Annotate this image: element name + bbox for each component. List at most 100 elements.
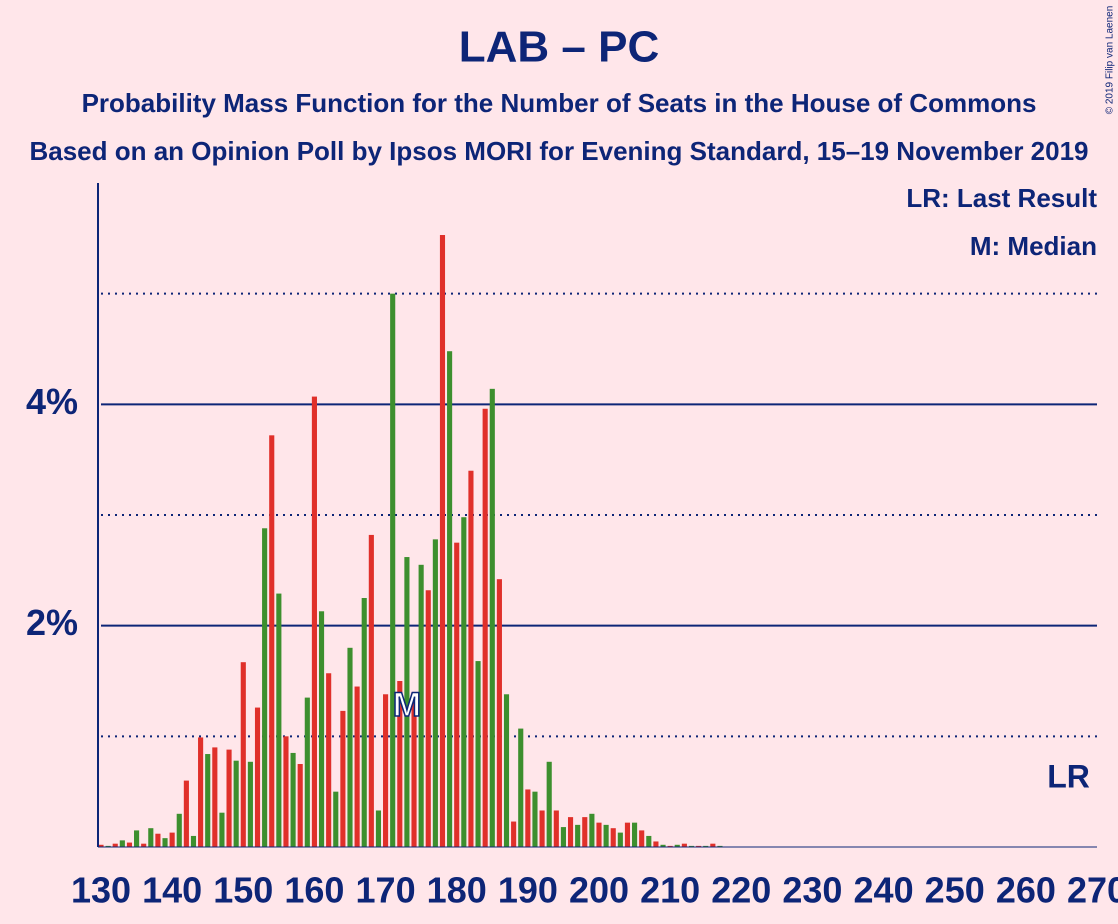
- bar: [688, 845, 695, 847]
- bar: [112, 843, 118, 847]
- copyright: © 2019 Filip van Laenen: [1105, 6, 1116, 115]
- bar: [290, 752, 296, 847]
- chart-title: LAB – PC: [459, 23, 659, 72]
- bar: [660, 844, 666, 847]
- bar: [503, 694, 510, 847]
- bar: [226, 749, 232, 847]
- bar: [589, 813, 595, 847]
- bar: [489, 388, 495, 847]
- last-result-marker: LR: [1047, 758, 1090, 794]
- bar: [447, 351, 453, 847]
- median-marker: M: [393, 686, 421, 724]
- bar: [318, 611, 325, 847]
- bar: [461, 517, 467, 847]
- bar: [639, 830, 645, 847]
- bar: [397, 681, 403, 847]
- y-tick-label: 4%: [26, 381, 78, 422]
- bar: [212, 747, 218, 847]
- bar: [119, 840, 125, 847]
- x-tick-label: 270: [1067, 870, 1118, 911]
- bar: [126, 842, 133, 847]
- x-tick-label: 200: [569, 870, 629, 911]
- bar: [582, 817, 588, 847]
- bar: [439, 235, 446, 848]
- x-tick-label: 140: [142, 870, 202, 911]
- bar: [148, 828, 154, 847]
- bar: [553, 810, 559, 847]
- x-tick-label: 160: [284, 870, 344, 911]
- y-tick-label: 2%: [26, 602, 78, 643]
- bar: [610, 828, 616, 847]
- bar: [596, 822, 602, 847]
- bar: [354, 686, 360, 847]
- bar: [603, 824, 609, 847]
- bar: [269, 435, 275, 847]
- bar: [532, 791, 538, 847]
- bar: [667, 845, 673, 847]
- bar: [326, 673, 332, 847]
- bar: [681, 843, 687, 847]
- bar: [247, 761, 253, 847]
- bar: [383, 694, 389, 847]
- bar: [624, 822, 631, 847]
- bar: [539, 810, 545, 847]
- bar: [183, 780, 189, 847]
- bar: [233, 760, 239, 847]
- bar: [141, 843, 147, 847]
- bar: [390, 293, 396, 848]
- bar: [546, 761, 552, 847]
- bar: [155, 833, 161, 847]
- bar: [198, 737, 204, 847]
- bar: [254, 707, 261, 847]
- bar: [333, 791, 339, 847]
- bar: [368, 534, 374, 847]
- bar: [411, 692, 417, 847]
- bar: [482, 408, 488, 847]
- x-tick-label: 180: [427, 870, 487, 911]
- bar: [432, 539, 438, 847]
- bar: [304, 697, 310, 847]
- bar: [567, 817, 574, 847]
- x-tick-label: 170: [356, 870, 416, 911]
- bar: [169, 832, 175, 847]
- bar: [190, 835, 197, 847]
- bar: [205, 754, 211, 847]
- bar: [262, 528, 268, 847]
- bar: [617, 832, 623, 847]
- bar: [219, 812, 225, 847]
- x-tick-label: 210: [640, 870, 700, 911]
- bar: [134, 830, 140, 847]
- bar: [496, 579, 502, 847]
- bar: [176, 813, 182, 847]
- x-tick-label: 190: [498, 870, 558, 911]
- bar: [475, 661, 481, 847]
- chart-subtitle: Probability Mass Function for the Number…: [82, 88, 1037, 118]
- bar: [240, 662, 246, 847]
- bar: [283, 736, 289, 847]
- bar: [297, 764, 303, 847]
- legend-entry: M: Median: [970, 231, 1097, 261]
- bar: [511, 821, 517, 847]
- bar: [425, 590, 431, 847]
- bar: [98, 844, 104, 847]
- bar: [710, 843, 716, 847]
- bar: [404, 557, 410, 847]
- x-tick-label: 260: [996, 870, 1056, 911]
- x-tick-label: 250: [925, 870, 985, 911]
- bar: [575, 824, 581, 847]
- bar: [717, 845, 723, 847]
- chart-subtitle: Based on an Opinion Poll by Ipsos MORI f…: [29, 136, 1088, 166]
- bar: [653, 841, 659, 847]
- x-tick-label: 220: [711, 870, 771, 911]
- bar: [418, 564, 424, 847]
- bar: [162, 838, 168, 847]
- x-tick-label: 230: [782, 870, 842, 911]
- legend-entry: LR: Last Result: [906, 183, 1097, 213]
- bar: [454, 542, 460, 847]
- bar: [674, 844, 680, 847]
- bar: [311, 396, 317, 847]
- bar: [361, 598, 367, 847]
- bar: [340, 710, 346, 847]
- bar: [518, 728, 524, 847]
